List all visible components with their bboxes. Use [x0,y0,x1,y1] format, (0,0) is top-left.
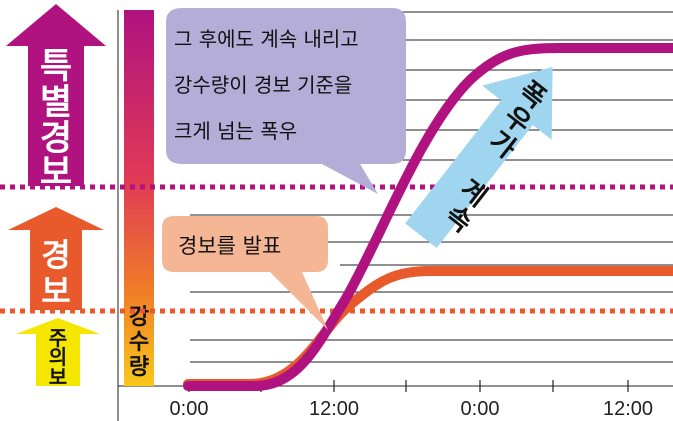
special-warning-callout: 그 후에도 계속 내리고 강수량이 경보 기준을 크게 넘는 폭우 [166,8,406,194]
warning-rainfall-curve [183,266,673,389]
svg-text:보: 보 [40,153,72,193]
svg-text:경: 경 [40,119,72,159]
x-axis-tick-labels: 0:00 12:00 0:00 12:00 [170,398,654,420]
warning-callout: 경보를 발표 [162,216,328,330]
rainfall-bar-label: 강 수 량 [129,305,149,380]
svg-text:의: 의 [49,345,67,369]
svg-text:보: 보 [41,272,70,310]
advisory-label: 주 [49,326,67,350]
callout-line: 크게 넘는 폭우 [174,119,297,143]
x-tick-label: 0:00 [170,398,209,420]
advisory-arrow: 주 의 보 [16,318,100,389]
callout-line: 그 후에도 계속 내리고 [174,27,359,51]
callout-line: 강수량이 경보 기준을 [174,73,352,97]
x-tick-label: 0:00 [461,398,500,420]
callout-text: 경보를 발표 [178,234,281,258]
svg-text:별: 별 [40,83,72,123]
special-warning-label: 특 [40,47,72,87]
svg-text:수: 수 [129,330,149,355]
x-tick-label: 12:00 [603,398,653,420]
rainfall-gradient-bar [124,10,154,386]
svg-text:량: 량 [129,355,149,380]
special-rainfall-curve [183,43,673,391]
grid-lines [117,10,673,421]
svg-text:보: 보 [49,365,67,389]
heavy-rain-continues-arrow [405,67,553,248]
warning-label: 경 [41,236,70,274]
warning-arrow: 경 보 [8,207,104,310]
x-tick-label: 12:00 [309,398,359,420]
special-warning-arrow: 특 별 경 보 [6,4,106,193]
